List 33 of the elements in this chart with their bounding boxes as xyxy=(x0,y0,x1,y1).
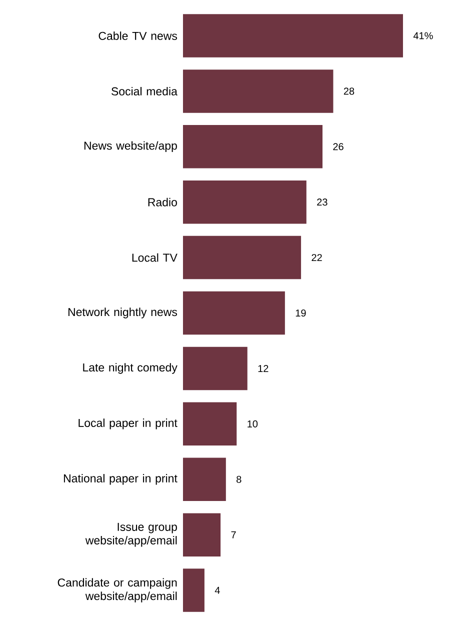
y-tick-label: National paper in print xyxy=(64,474,178,485)
bar xyxy=(182,513,221,556)
data-label: 22 xyxy=(312,254,322,262)
bar xyxy=(182,291,285,335)
y-tick-label: Late night comedy xyxy=(83,363,178,374)
bar xyxy=(182,125,322,168)
bar xyxy=(182,236,302,280)
data-label: 7 xyxy=(231,531,236,538)
bar xyxy=(182,70,334,113)
data-label: 10 xyxy=(248,420,258,428)
y-tick-label: News website/app xyxy=(84,141,177,152)
data-label: 26 xyxy=(333,143,344,150)
y-tick-label: Network nightly news xyxy=(68,308,178,318)
bar xyxy=(182,180,306,224)
bar xyxy=(182,568,204,612)
data-label: 19 xyxy=(296,309,306,317)
y-tick-label: Candidate or campaign website/app/email xyxy=(58,578,177,602)
y-tick-label: Social media xyxy=(112,86,178,96)
data-label: 4 xyxy=(214,586,220,594)
data-label: 12 xyxy=(258,364,268,372)
data-label: 23 xyxy=(317,198,328,206)
data-label: 28 xyxy=(344,88,354,95)
bar xyxy=(182,402,237,446)
y-tick-label: Issue group website/app/email xyxy=(85,522,177,547)
bar xyxy=(182,346,248,390)
y-tick-label: Radio xyxy=(148,198,177,206)
y-tick-label: Local TV xyxy=(132,253,178,262)
y-tick-label: Local paper in print xyxy=(78,418,178,430)
bar xyxy=(182,458,226,501)
data-label: 8 xyxy=(236,476,242,483)
data-label: 41% xyxy=(413,32,433,40)
y-tick-label: Cable TV news xyxy=(98,32,178,40)
bar xyxy=(182,14,403,58)
